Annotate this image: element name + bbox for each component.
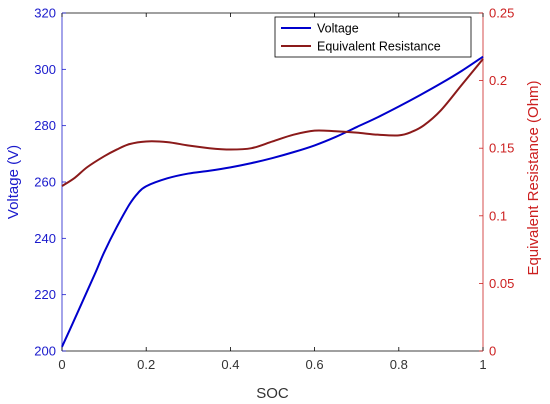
right-y-tick-label: 0.2 [489, 73, 507, 88]
right-y-tick-label: 0.15 [489, 141, 514, 156]
right-y-axis-ticks: 0 0.05 0.1 0.15 0.2 0.25 [479, 6, 514, 359]
right-y-tick-label: 0.05 [489, 276, 514, 291]
left-y-tick-label: 260 [34, 175, 56, 190]
left-y-tick-label: 220 [34, 287, 56, 302]
x-tick-label: 1 [479, 357, 486, 372]
x-tick-label: 0.8 [390, 357, 408, 372]
x-tick-label: 0.6 [306, 357, 324, 372]
series-lines [61, 55, 484, 348]
x-axis-label: SOC [256, 385, 289, 402]
left-y-tick-label: 280 [34, 118, 56, 133]
right-y-tick-label: 0 [489, 344, 496, 359]
left-y-axis-label: Voltage (V) [5, 145, 22, 219]
right-y-axis-label: Equivalent Resistance (Ohm) [525, 80, 542, 275]
right-y-tick-label: 0.25 [489, 6, 514, 21]
x-tick-label: 0.2 [137, 357, 155, 372]
legend-label-resistance: Equivalent Resistance [317, 40, 441, 54]
legend-label-voltage: Voltage [317, 22, 359, 36]
x-tick-label: 0.4 [221, 357, 239, 372]
left-y-tick-label: 320 [34, 6, 56, 21]
legend: Voltage Equivalent Resistance [274, 16, 472, 58]
legend-box [274, 16, 472, 58]
left-y-tick-label: 240 [34, 231, 56, 246]
left-y-tick-label: 300 [34, 62, 56, 77]
series-line-voltage [61, 55, 484, 348]
left-y-tick-label: 200 [34, 344, 56, 359]
series-line-resistance [61, 58, 484, 187]
right-y-tick-label: 0.1 [489, 208, 507, 223]
left-y-axis-ticks: 200 220 240 260 280 300 320 [34, 6, 66, 359]
x-tick-label: 0 [58, 357, 65, 372]
plot-frame [61, 12, 484, 352]
x-axis-ticks: 0 0.2 0.4 0.6 0.8 1 [58, 13, 487, 372]
